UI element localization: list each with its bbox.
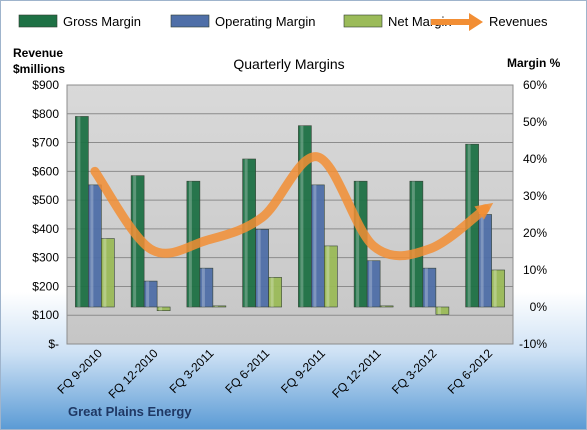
- left-axis-tick-label: $400: [32, 222, 59, 236]
- revenues-legend-arrow: [469, 13, 483, 31]
- net-margin-bar-highlight: [159, 307, 163, 311]
- operating-margin-bar: [143, 280, 158, 308]
- chart-title: Quarterly Margins: [233, 56, 344, 72]
- gross-margin-bar-highlight: [133, 175, 137, 307]
- net-margin-bar-highlight: [437, 307, 441, 315]
- left-axis-subtitle: $millions: [13, 62, 65, 76]
- net-margin-bar: [379, 305, 394, 308]
- operating-margin-bar-highlight: [257, 229, 261, 307]
- category-tick-label: FQ 12-2011: [329, 346, 384, 401]
- category-tick-label: FQ 6-2011: [222, 346, 272, 396]
- revenues-legend-label: Revenues: [489, 14, 548, 29]
- operating-margin-bar-highlight: [201, 268, 205, 307]
- gross-margin-bar-highlight: [356, 181, 360, 307]
- left-axis-tick-label: $900: [32, 78, 59, 92]
- right-axis-tick-label: 20%: [523, 226, 547, 240]
- gross-margin-bar-highlight: [411, 181, 415, 307]
- category-tick-label: FQ 9-2011: [278, 346, 328, 396]
- right-axis-tick-label: 50%: [523, 115, 547, 129]
- operating-margin-legend-swatch: [170, 14, 210, 28]
- net-margin-bar-highlight: [326, 245, 330, 307]
- left-axis-tick-label: $100: [32, 308, 59, 322]
- company-name: Great Plains Energy: [68, 404, 192, 419]
- legend: Gross Margin Operating Margin Net Margin Re…: [18, 13, 548, 31]
- left-axis-title: Revenue: [13, 46, 63, 60]
- operating-margin-legend-label: Operating Margin: [215, 14, 315, 29]
- operating-margin-bar-highlight: [424, 268, 428, 307]
- net-margin-legend-swatch: [343, 14, 383, 28]
- gross-margin-bar: [242, 158, 256, 308]
- net-margin-legend-label: Net Margin: [388, 14, 452, 29]
- category-tick-label: FQ 12-2010: [106, 346, 161, 401]
- gross-margin-bar: [409, 180, 424, 308]
- net-margin-bar: [212, 305, 227, 308]
- left-axis-tick-label: $300: [32, 251, 59, 265]
- left-axis-tick-label: $200: [32, 279, 59, 293]
- category-tick-label: FQ 9-2010: [55, 346, 106, 397]
- net-margin-bar: [101, 238, 115, 308]
- operating-margin-bar: [422, 267, 437, 308]
- right-axis-tick-label: 60%: [523, 78, 547, 92]
- revenues-line: [90, 152, 490, 261]
- right-axis-tick-label: -10%: [519, 337, 547, 351]
- net-margin-bar: [268, 277, 282, 308]
- category-tick-label: FQ 6-2012: [445, 346, 496, 397]
- gross-margin-legend-swatch: [18, 14, 58, 28]
- operating-margin-bar: [478, 214, 492, 308]
- net-margin-bar: [156, 306, 171, 311]
- net-margin-bar-highlight: [214, 305, 218, 307]
- category-tick-label: FQ 3-2012: [389, 346, 440, 397]
- left-axis-tick-label: $-: [48, 337, 59, 351]
- right-axis-tick-label: 30%: [523, 189, 547, 203]
- category-tick-label: FQ 3-2011: [167, 346, 217, 396]
- plot-area: [66, 84, 514, 345]
- right-axis-tick-label: 10%: [523, 263, 547, 277]
- gross-margin-bar-highlight: [77, 116, 81, 307]
- operating-margin-bar-highlight: [313, 184, 317, 307]
- operating-margin-bar-highlight: [146, 281, 150, 307]
- left-axis-tick-label: $600: [32, 164, 59, 178]
- net-margin-bar-highlight: [103, 238, 107, 307]
- operating-margin-bar: [199, 267, 214, 308]
- net-margin-bar: [491, 269, 505, 308]
- left-axis-tick-label: $700: [32, 136, 59, 150]
- gross-margin-bar: [353, 180, 368, 308]
- gross-margin-bar-highlight: [244, 159, 248, 307]
- operating-margin-bar-highlight: [90, 184, 94, 307]
- operating-margin-bar: [366, 260, 381, 308]
- right-axis-tick-label: 0%: [530, 300, 548, 314]
- right-axis-title: Margin %: [507, 56, 561, 70]
- net-margin-bar-highlight: [493, 270, 497, 307]
- gross-margin-bar: [75, 116, 89, 308]
- net-margin-bar: [435, 306, 450, 315]
- operating-margin-bar: [88, 184, 102, 308]
- net-margin-bar-highlight: [382, 305, 386, 307]
- net-margin-bar: [324, 245, 338, 308]
- gross-margin-bar-highlight: [300, 125, 304, 307]
- operating-margin-bar-highlight: [480, 214, 484, 307]
- net-margin-bar-highlight: [270, 277, 274, 307]
- gross-margin-bar: [298, 125, 312, 308]
- left-axis-tick-label: $800: [32, 107, 59, 121]
- left-axis-tick-label: $500: [32, 193, 59, 207]
- operating-margin-bar-highlight: [369, 260, 373, 307]
- operating-margin-bar: [311, 184, 325, 308]
- revenues-line-arrowhead: [474, 202, 494, 220]
- right-axis-tick-label: 40%: [523, 152, 547, 166]
- gross-margin-legend-label: Gross Margin: [63, 14, 141, 29]
- operating-margin-bar: [255, 229, 269, 308]
